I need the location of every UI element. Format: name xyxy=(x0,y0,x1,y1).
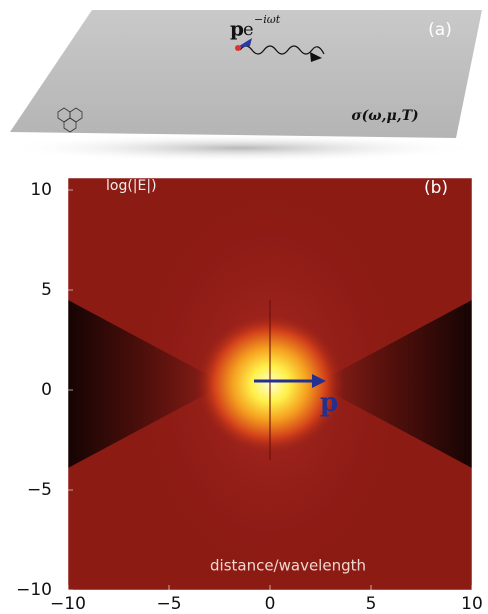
x-axis-label: distance/wavelength xyxy=(210,557,366,575)
figure: p e −iωt (a) σ(ω,μ,T) p log(|E|) (b) dis… xyxy=(0,0,488,614)
conductivity: σ(ω,μ,T) xyxy=(351,108,418,124)
dipole-charge xyxy=(235,45,241,51)
dipole-label: p xyxy=(320,388,338,418)
y-tick-label: −5 xyxy=(27,480,52,500)
x-tick-label: −5 xyxy=(156,594,181,614)
x-tick-label: 10 xyxy=(461,594,483,614)
plane-shadow xyxy=(0,134,480,162)
colorbar-title: log(|E|) xyxy=(106,178,157,194)
exponential: e xyxy=(243,19,254,40)
y-tick-label: 10 xyxy=(30,180,52,200)
panel-label: (a) xyxy=(428,20,452,40)
x-tick-label: 0 xyxy=(265,594,276,614)
y-tick-label: 5 xyxy=(41,280,52,300)
y-tick-label: −10 xyxy=(16,580,52,600)
y-tick-label: 0 xyxy=(41,380,52,400)
x-tick-label: −10 xyxy=(50,594,86,614)
dipole-symbol: p xyxy=(230,17,244,41)
exponent: −iωt xyxy=(254,13,281,26)
panel-label: (b) xyxy=(424,178,448,198)
field-map xyxy=(68,164,472,604)
x-tick-label: 5 xyxy=(366,594,377,614)
